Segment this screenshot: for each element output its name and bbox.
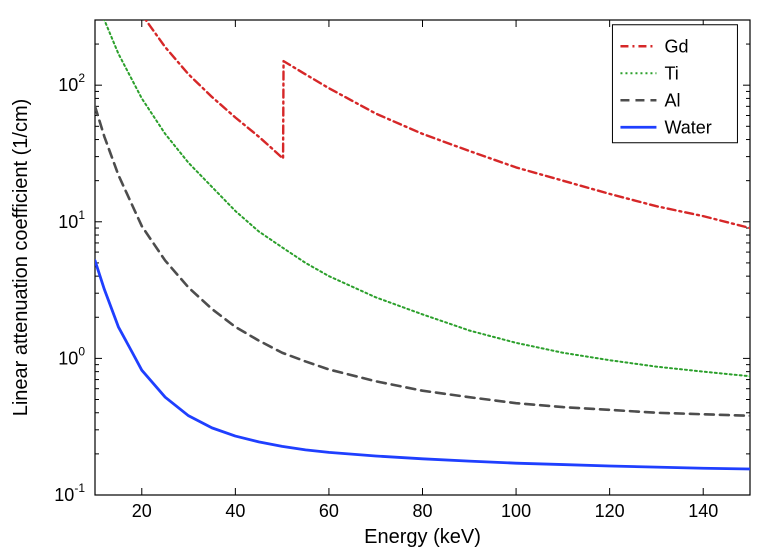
svg-text:100: 100 bbox=[501, 501, 531, 521]
svg-text:100: 100 bbox=[58, 344, 85, 368]
svg-text:140: 140 bbox=[688, 501, 718, 521]
legend-label-gd: Gd bbox=[664, 36, 688, 56]
legend: Gd Ti Al Water bbox=[612, 25, 737, 143]
attenuation-chart: 20 40 60 80 100 120 140 10-1 100 101 102 Gd Ti Al Wa… bbox=[0, 0, 780, 556]
svg-text:120: 120 bbox=[595, 501, 625, 521]
svg-text:20: 20 bbox=[132, 501, 152, 521]
legend-label-al: Al bbox=[664, 90, 680, 110]
svg-text:101: 101 bbox=[58, 208, 85, 232]
series-al bbox=[95, 106, 750, 415]
legend-label-ti: Ti bbox=[664, 63, 678, 83]
legend-label-water: Water bbox=[664, 117, 711, 137]
svg-text:80: 80 bbox=[412, 501, 432, 521]
svg-text:40: 40 bbox=[225, 501, 245, 521]
svg-text:102: 102 bbox=[58, 71, 85, 95]
x-axis-label: Energy (keV) bbox=[364, 526, 481, 548]
y-axis-label: Linear attenuation coefficient (1/cm) bbox=[10, 99, 32, 417]
svg-text:60: 60 bbox=[319, 501, 339, 521]
svg-text:10-1: 10-1 bbox=[54, 481, 85, 505]
